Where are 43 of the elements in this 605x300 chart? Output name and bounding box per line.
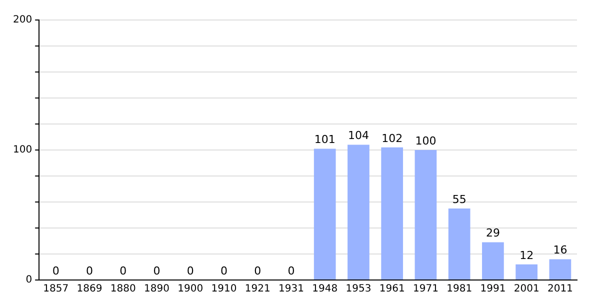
data-label: 102: [382, 132, 403, 145]
x-tick-label: 1890: [144, 284, 170, 295]
x-tick-label: 1961: [379, 284, 405, 295]
data-label: 0: [288, 264, 295, 278]
x-tick-label: 1921: [244, 284, 270, 295]
y-tick-label: 200: [12, 14, 32, 26]
bar: [516, 264, 538, 280]
data-label: 0: [86, 264, 94, 278]
x-tick-label: 2001: [514, 284, 540, 295]
bar: [549, 259, 572, 280]
x-tick-label: 1991: [480, 284, 506, 295]
data-label: 0: [52, 264, 60, 278]
x-tick-label: 1880: [110, 284, 136, 295]
bar: [448, 208, 470, 280]
data-label: 0: [220, 264, 228, 278]
data-label: 29: [486, 226, 500, 240]
x-tick-label: 1953: [346, 284, 372, 295]
y-tick-label: 100: [12, 144, 32, 156]
bar: [381, 147, 404, 280]
data-label: 101: [314, 133, 336, 146]
data-label: 0: [120, 264, 127, 278]
data-label: 55: [452, 192, 466, 206]
x-tick-label: 1931: [278, 284, 304, 295]
bar: [482, 242, 504, 280]
bar: [348, 144, 370, 280]
data-label: 0: [153, 264, 160, 278]
x-tick-label: 1981: [446, 284, 472, 295]
data-label: 100: [415, 134, 436, 148]
y-tick-label: 0: [26, 274, 32, 286]
x-tick-label: 1869: [76, 284, 102, 295]
x-tick-label: 2011: [547, 284, 573, 295]
data-label: 16: [553, 244, 568, 257]
bar: [314, 148, 336, 280]
bar: [414, 150, 437, 280]
x-tick-label: 1971: [412, 284, 438, 295]
x-tick-label: 1948: [312, 284, 338, 295]
data-label: 0: [186, 264, 194, 278]
x-tick-label: 1910: [211, 284, 237, 295]
data-label: 104: [348, 129, 369, 142]
data-label: 12: [520, 248, 534, 262]
x-tick-label: 1857: [43, 284, 69, 295]
x-tick-label: 1900: [178, 284, 204, 295]
data-label: 0: [254, 264, 262, 278]
